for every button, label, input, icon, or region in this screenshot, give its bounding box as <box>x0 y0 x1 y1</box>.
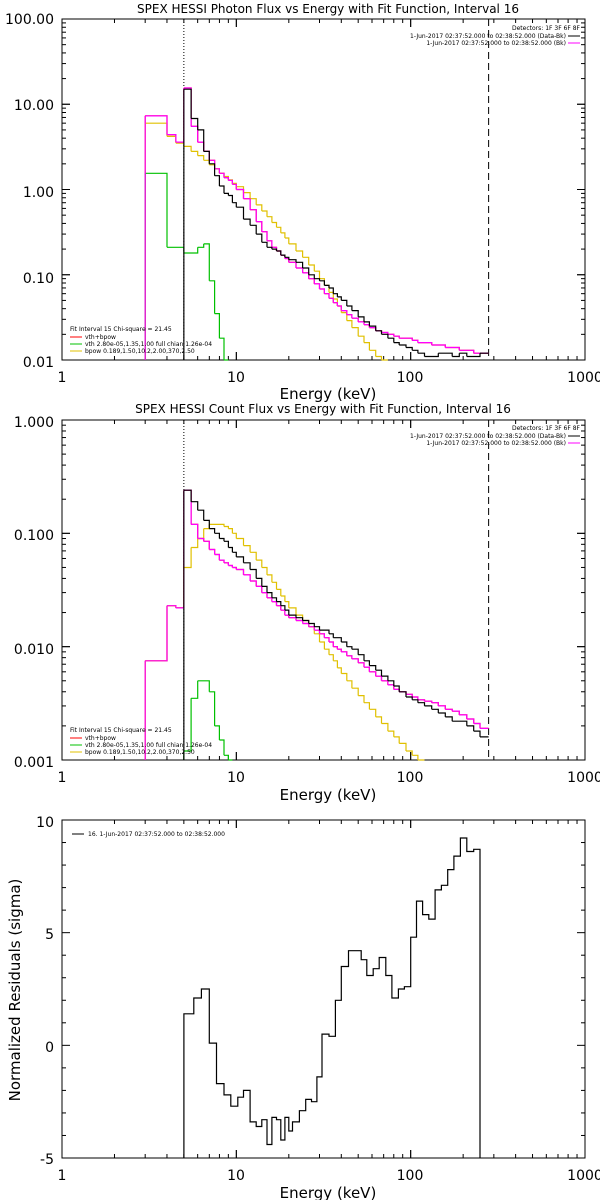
count-y-ticks: 1.000 0.100 0.010 0.001 <box>14 415 54 771</box>
photon-title: SPEX HESSI Photon Flux vs Energy with Fi… <box>137 2 519 16</box>
residual-legend: 16. 1-Jun-2017 02:37:52.000 to 02:38:52.… <box>88 831 225 838</box>
photon-series-data <box>183 88 489 358</box>
count-xtick-label: 100 <box>397 770 424 786</box>
photon-ytick-label: 0.10 <box>23 271 54 287</box>
photon-ytick-label: 100.00 <box>5 12 54 28</box>
count-legend-data: 1-Jun-2017 02:37:52.000 to 02:38:52.000 … <box>410 433 566 440</box>
count-series-data <box>183 489 489 738</box>
residual-x-ticks: 1 10 100 1000 <box>58 1168 600 1184</box>
photon-series-total <box>145 87 489 354</box>
count-legend-bkg: 1-Jun-2017 02:37:52.000 to 02:38:52.000 … <box>426 440 566 447</box>
residual-xtick-label: 1000 <box>567 1168 600 1184</box>
photon-ytick-label: 10.00 <box>14 98 54 114</box>
residual-xtick-label: 1 <box>58 1168 67 1184</box>
count-x-axis-label: Energy (keV) <box>280 786 377 804</box>
count-series-bpow <box>145 523 425 761</box>
count-legend-detectors: Detectors: 1F 3F 6F 8F <box>512 425 581 432</box>
photon-y-ticks: 100.00 10.00 1.00 0.10 0.01 <box>5 12 54 371</box>
residual-ytick-label: 10 <box>36 815 54 831</box>
residual-ytick-label: 0 <box>45 1040 54 1056</box>
residual-series-line <box>183 837 481 1158</box>
count-plot-frame <box>61 419 586 761</box>
count-panel: SPEX HESSI Count Flux vs Energy with Fit… <box>14 402 600 804</box>
residual-y-axis-label: Normalized Residuals (sigma) <box>6 879 24 1102</box>
count-series-total <box>145 489 489 729</box>
residual-xtick-label: 10 <box>227 1168 245 1184</box>
residual-y-ticks: 10 5 0 -5 <box>36 815 54 1168</box>
photon-ytick-label: 0.01 <box>23 355 54 371</box>
residual-x-axis-label: Energy (keV) <box>280 1184 377 1200</box>
photon-legend-fit: Fit Interval 15 Chi-square = 21.45 vth+b… <box>70 326 212 355</box>
residual-plot-frame <box>61 819 586 1159</box>
photon-xtick-label: 10 <box>227 370 245 386</box>
residual-xtick-label: 100 <box>397 1168 424 1184</box>
count-ytick-label: 1.000 <box>14 415 54 431</box>
photon-series-vth <box>145 172 229 361</box>
photon-ytick-label: 1.00 <box>23 185 54 201</box>
photon-x-axis-label: Energy (keV) <box>280 385 377 403</box>
residual-series <box>61 819 586 1159</box>
residual-ytick-label: -5 <box>40 1152 54 1168</box>
photon-xtick-label: 1000 <box>567 370 600 386</box>
count-legend-top: Detectors: 1F 3F 6F 8F 1-Jun-2017 02:37:… <box>410 425 580 447</box>
photon-series <box>61 18 586 361</box>
count-series-vth <box>183 680 233 761</box>
count-ytick-label: 0.010 <box>14 642 54 658</box>
photon-fit-vth: vth 2.80e-05,1.35,1.00 full chian 1.26e-… <box>85 341 212 348</box>
count-xtick-label: 10 <box>227 770 245 786</box>
photon-legend-top: Detectors: 1F 3F 6F 8F 1-Jun-2017 02:37:… <box>410 25 580 47</box>
count-ytick-label: 0.001 <box>14 755 54 771</box>
count-legend-fit: Fit Interval 15 Chi-square = 21.45 vth+b… <box>70 727 212 756</box>
photon-xtick-label: 100 <box>397 370 424 386</box>
photon-series-bpow <box>145 122 388 361</box>
residual-ytick-label: 5 <box>45 927 54 943</box>
count-xtick-label: 1000 <box>567 770 600 786</box>
count-series-bkg <box>145 489 489 729</box>
photon-xtick-label: 1 <box>58 370 67 386</box>
count-x-ticks: 1 10 100 1000 <box>58 770 600 786</box>
count-fit-vth: vth 2.80e-05,1.35,1.00 full chian 1.26e-… <box>85 742 212 749</box>
photon-fit-total: vth+bpow <box>85 334 116 341</box>
photon-series-bkg <box>145 87 489 354</box>
count-xtick-label: 1 <box>58 770 67 786</box>
photon-legend-bkg: 1-Jun-2017 02:37:52.000 to 02:38:52.000 … <box>426 40 566 47</box>
count-fit-total: vth+bpow <box>85 735 116 742</box>
count-series <box>61 419 586 761</box>
photon-fit-header: Fit Interval 15 Chi-square = 21.45 <box>70 326 172 333</box>
residual-panel: 10 5 0 -5 1 10 100 1000 Energy (keV) Nor… <box>6 815 600 1200</box>
photon-legend-data: 1-Jun-2017 02:37:52.000 to 02:38:52.000 … <box>410 33 566 40</box>
photon-panel: SPEX HESSI Photon Flux vs Energy with Fi… <box>5 2 600 403</box>
count-fit-header: Fit Interval 15 Chi-square = 21.45 <box>70 727 172 734</box>
count-fit-bpow: bpow 0.189,1.50,10.2,2.00,370,2.50 <box>85 749 195 756</box>
photon-fit-bpow: bpow 0.189,1.50,10.2,2.00,370,2.50 <box>85 348 195 355</box>
photon-x-ticks: 1 10 100 1000 <box>58 370 600 386</box>
photon-legend-detectors: Detectors: 1F 3F 6F 8F <box>512 25 581 32</box>
count-ytick-label: 0.100 <box>14 528 54 544</box>
count-title: SPEX HESSI Count Flux vs Energy with Fit… <box>135 402 511 416</box>
photon-plot-frame <box>61 18 586 361</box>
